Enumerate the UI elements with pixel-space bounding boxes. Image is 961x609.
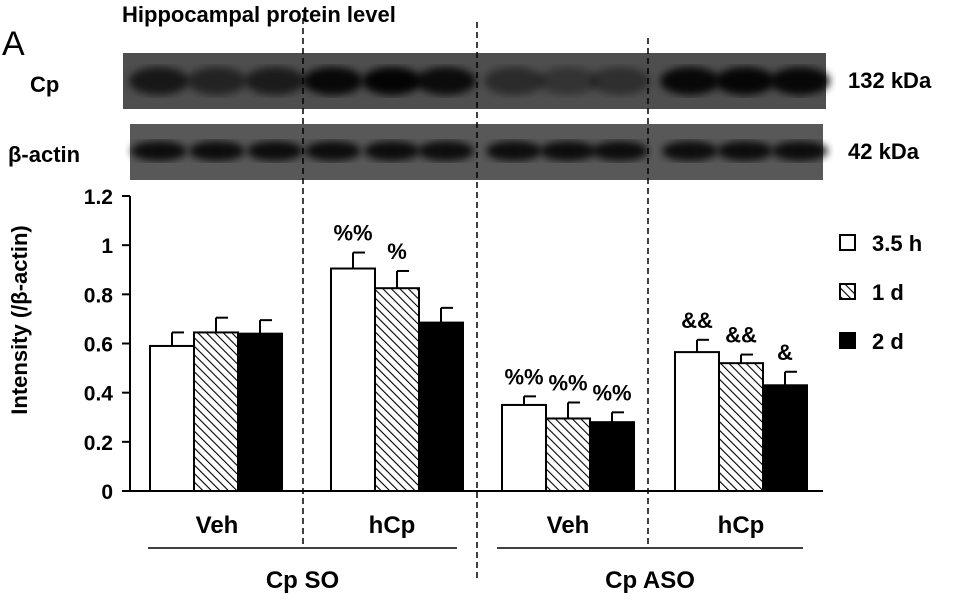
blot-band [187, 67, 247, 95]
legend-swatch [839, 332, 856, 349]
figure-title: Hippocampal protein level [122, 2, 396, 27]
blot-size-cp: 132 kDa [848, 68, 932, 93]
blot-band [484, 67, 544, 95]
bar [237, 332, 283, 492]
significance-label: %% [548, 371, 587, 396]
y-tick-label: 0.2 [84, 432, 113, 455]
group-label: Veh [547, 512, 590, 539]
blot-band [418, 141, 474, 161]
y-axis-label: Intensity (/β-actin) [7, 225, 32, 414]
blot-band [303, 67, 363, 95]
group-label: Veh [196, 512, 239, 539]
significance-label: && [725, 323, 757, 348]
parent-group-label: Cp SO [266, 567, 339, 594]
blot-band [538, 67, 598, 95]
blot-label-cp: Cp [30, 72, 59, 97]
bar [545, 417, 591, 492]
western-blot-actin [130, 124, 828, 180]
blot-band [189, 141, 245, 161]
blot-band [590, 67, 650, 95]
blot-label-actin: β-actin [8, 142, 80, 167]
bars: %%%% &&%%% &&%% & [149, 221, 808, 493]
bar [149, 344, 195, 493]
y-tick-label: 0.6 [84, 334, 113, 357]
divider-lines [302, 18, 649, 580]
group-label: hCp [369, 512, 416, 539]
bar [374, 287, 420, 492]
y-tick-label: 1 [101, 235, 113, 258]
blot-band [245, 67, 305, 95]
y-ticks: 0 0.2 0.4 0.6 0.8 1 1.2 [84, 186, 130, 504]
significance-label: % [387, 239, 407, 264]
bar [501, 403, 547, 493]
significance-label: && [681, 308, 713, 333]
blot-band [717, 141, 773, 161]
blot-band [770, 67, 830, 95]
bar-chart: Intensity (/β-actin) 0 0.2 0.4 0.6 0.8 1 1.2 %… [7, 186, 922, 594]
blot-band [662, 141, 718, 161]
significance-label: & [777, 340, 793, 365]
blot-band [540, 141, 596, 161]
blot-bands-cp [129, 67, 830, 95]
bar [589, 421, 635, 492]
group-label: hCp [718, 512, 765, 539]
legend-swatch [839, 283, 856, 300]
bar [674, 351, 720, 492]
bar [193, 331, 239, 492]
blot-band [592, 141, 648, 161]
blot-band [715, 67, 775, 95]
blot-band [364, 141, 420, 161]
blot-band [129, 67, 189, 95]
blot-band [660, 67, 720, 95]
bar [330, 267, 376, 493]
panel-label: A [2, 25, 25, 63]
y-tick-label: 0.8 [84, 284, 114, 307]
significance-label: %% [333, 221, 372, 246]
blot-band [362, 67, 422, 95]
blot-band [486, 141, 542, 161]
y-tick-label: 1.2 [84, 186, 113, 209]
blot-band [305, 141, 361, 161]
western-blot-cp [123, 53, 830, 109]
legend-label: 2 d [872, 329, 904, 354]
parent-group-label: Cp ASO [605, 567, 695, 594]
x-labels: Veh hCp Veh hCp Cp SO Cp ASO [148, 512, 803, 594]
blot-band [772, 141, 828, 161]
y-tick-label: 0.4 [84, 383, 114, 406]
legend-swatch [839, 234, 856, 251]
legend-label: 1 d [872, 280, 904, 305]
significance-label: %% [504, 364, 543, 389]
legend-label: 3.5 h [872, 231, 922, 256]
blot-bands-actin [131, 141, 828, 161]
blot-band [416, 67, 476, 95]
blot-band [131, 141, 187, 161]
blot-band [247, 141, 303, 161]
blot-size-actin: 42 kDa [848, 139, 920, 164]
bar [418, 321, 464, 492]
legend: 3.5 h 1 d 2 d [839, 231, 922, 354]
y-tick-label: 0 [101, 481, 113, 504]
bar [762, 384, 808, 492]
bar [718, 362, 764, 492]
significance-label: %% [592, 380, 631, 405]
